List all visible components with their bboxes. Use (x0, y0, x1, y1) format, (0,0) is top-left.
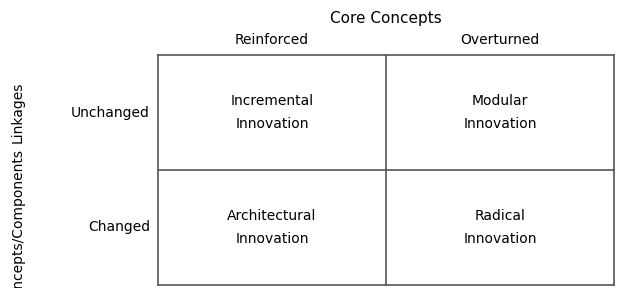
Text: Changed: Changed (88, 221, 150, 234)
Text: Overturned: Overturned (460, 33, 540, 47)
Text: Linkages: Linkages (11, 82, 25, 143)
Text: Incremental
Innovation: Incremental Innovation (230, 94, 314, 131)
Text: Architectural
Innovation: Architectural Innovation (227, 209, 317, 246)
Text: Reinforced: Reinforced (235, 33, 309, 47)
Text: Concepts/Components: Concepts/Components (11, 149, 25, 288)
Text: Modular
Innovation: Modular Innovation (463, 94, 536, 131)
Text: Core Concepts: Core Concepts (330, 10, 442, 26)
Text: Radical
Innovation: Radical Innovation (463, 209, 536, 246)
Text: Unchanged: Unchanged (71, 105, 150, 120)
